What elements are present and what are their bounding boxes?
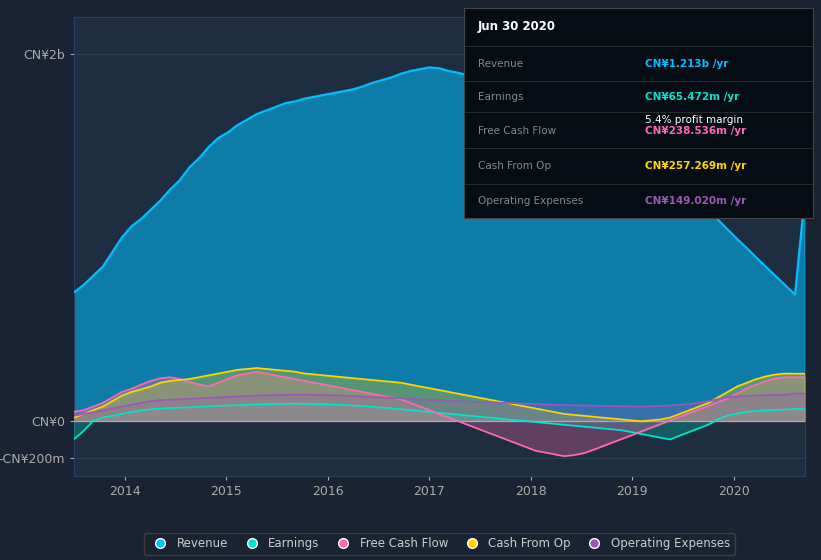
- Text: 5.4% profit margin: 5.4% profit margin: [645, 115, 743, 125]
- Text: CN¥257.269m /yr: CN¥257.269m /yr: [645, 161, 746, 171]
- Text: CN¥238.536m /yr: CN¥238.536m /yr: [645, 125, 746, 136]
- Text: Earnings: Earnings: [478, 92, 523, 101]
- Text: Jun 30 2020: Jun 30 2020: [478, 20, 556, 32]
- Text: Operating Expenses: Operating Expenses: [478, 196, 583, 206]
- Text: CN¥1.213b /yr: CN¥1.213b /yr: [645, 59, 729, 69]
- Text: Cash From Op: Cash From Op: [478, 161, 551, 171]
- Text: Free Cash Flow: Free Cash Flow: [478, 125, 556, 136]
- Text: CN¥149.020m /yr: CN¥149.020m /yr: [645, 196, 746, 206]
- Text: Revenue: Revenue: [478, 59, 523, 69]
- Legend: Revenue, Earnings, Free Cash Flow, Cash From Op, Operating Expenses: Revenue, Earnings, Free Cash Flow, Cash …: [144, 533, 735, 555]
- Text: CN¥65.472m /yr: CN¥65.472m /yr: [645, 92, 740, 101]
